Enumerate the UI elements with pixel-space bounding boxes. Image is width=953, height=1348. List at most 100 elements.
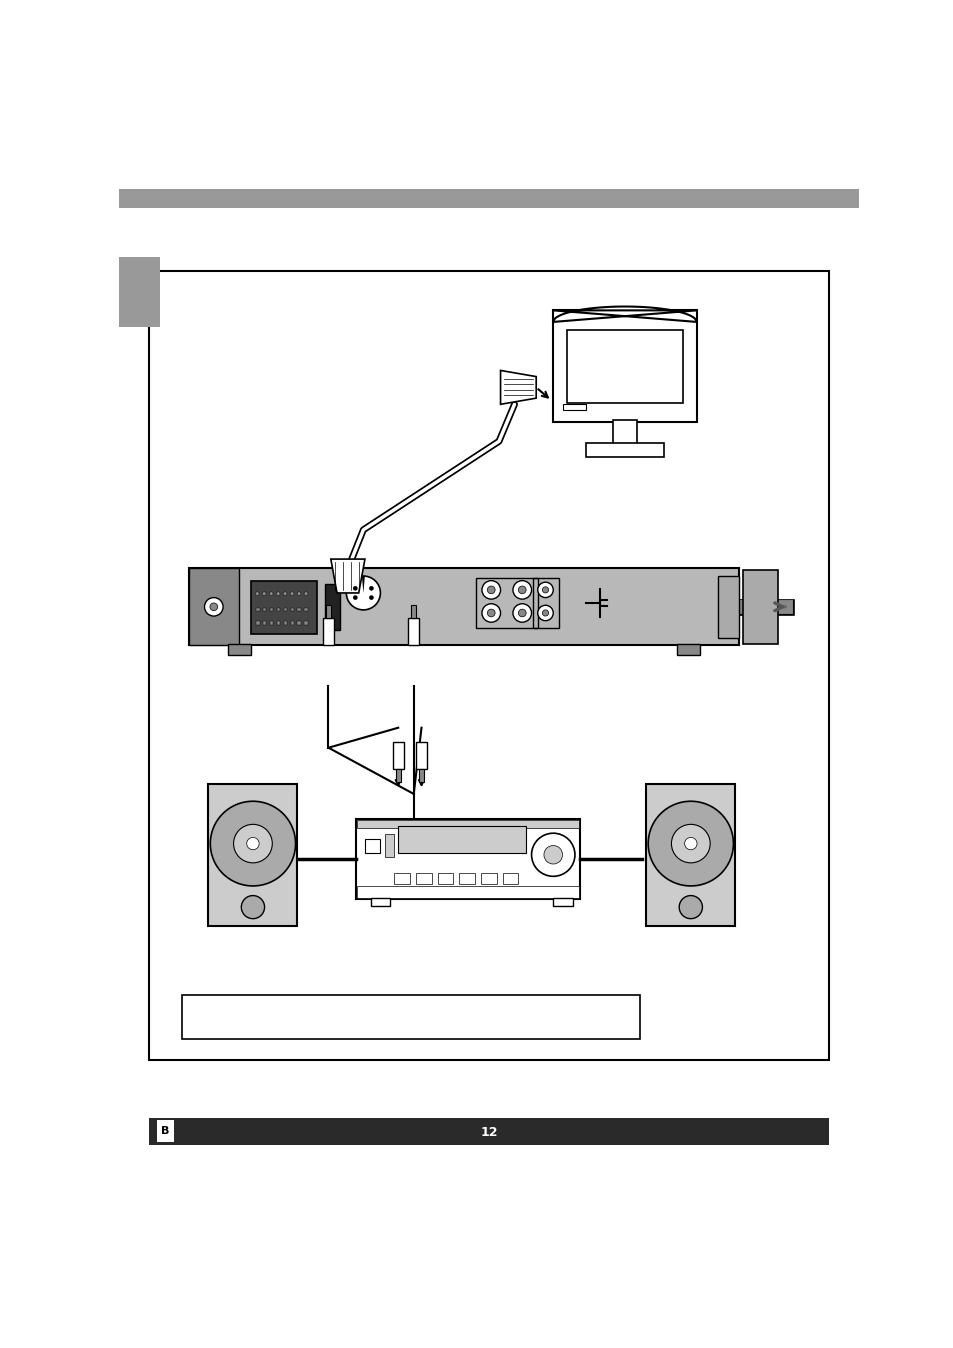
Circle shape (233, 825, 272, 863)
Circle shape (671, 825, 709, 863)
Bar (189, 569, 739, 646)
Bar (255, 621, 259, 624)
Circle shape (481, 581, 500, 599)
Circle shape (262, 592, 266, 596)
Bar (189, 569, 239, 646)
Bar (553, 898, 572, 906)
Bar (119, 256, 160, 328)
Bar (304, 608, 308, 611)
Bar (533, 578, 558, 628)
Bar (228, 644, 251, 655)
Bar (459, 874, 475, 884)
Bar (418, 768, 423, 782)
Circle shape (210, 801, 295, 886)
Bar (502, 874, 517, 884)
Bar (270, 608, 274, 611)
Bar (270, 621, 274, 624)
Circle shape (542, 609, 548, 616)
Bar (291, 621, 294, 624)
Circle shape (210, 603, 217, 611)
Circle shape (531, 833, 575, 876)
Bar (553, 310, 696, 422)
Bar (411, 604, 416, 619)
Circle shape (204, 597, 223, 616)
Bar (385, 834, 394, 857)
Bar (394, 874, 410, 884)
Circle shape (304, 592, 308, 596)
Bar (262, 608, 266, 611)
Circle shape (481, 604, 500, 623)
Bar (297, 621, 301, 624)
Bar (645, 785, 735, 926)
Bar (283, 608, 287, 611)
Bar (276, 621, 280, 624)
Bar (297, 608, 301, 611)
Bar (356, 886, 578, 898)
Bar (182, 995, 639, 1039)
Bar (416, 874, 431, 884)
Bar (742, 570, 778, 644)
Circle shape (513, 581, 531, 599)
Circle shape (543, 845, 562, 864)
Bar (276, 608, 280, 611)
Bar (365, 840, 380, 853)
Bar (326, 604, 331, 619)
Circle shape (255, 592, 259, 596)
Bar (304, 621, 308, 624)
Bar (585, 442, 663, 457)
Circle shape (296, 592, 301, 596)
Circle shape (290, 592, 294, 596)
Circle shape (353, 586, 357, 590)
Bar (262, 621, 266, 624)
Circle shape (353, 596, 357, 600)
Bar (251, 581, 316, 634)
Circle shape (487, 586, 495, 593)
Circle shape (537, 582, 553, 597)
Polygon shape (500, 371, 536, 404)
Text: 12: 12 (479, 1126, 497, 1139)
Circle shape (679, 895, 701, 919)
Bar (393, 741, 403, 768)
Circle shape (517, 609, 525, 617)
Circle shape (247, 837, 259, 849)
Circle shape (487, 609, 495, 617)
Wedge shape (361, 576, 364, 593)
Circle shape (369, 586, 374, 590)
Bar (562, 404, 585, 411)
Circle shape (542, 586, 548, 593)
Polygon shape (553, 306, 696, 322)
Bar (613, 421, 636, 445)
Bar (437, 874, 453, 884)
Circle shape (269, 592, 273, 596)
Circle shape (283, 592, 287, 596)
Bar (323, 619, 334, 646)
Bar (371, 898, 390, 906)
Bar (395, 768, 400, 782)
Bar (149, 1117, 828, 1144)
Circle shape (346, 576, 380, 609)
Circle shape (276, 592, 280, 596)
Bar (397, 826, 525, 853)
Circle shape (517, 586, 525, 593)
Bar (480, 874, 497, 884)
Bar (717, 576, 739, 638)
Bar (416, 741, 427, 768)
Circle shape (647, 801, 733, 886)
Bar (567, 330, 682, 403)
Bar (255, 608, 259, 611)
Bar (119, 189, 858, 208)
Bar (467, 1124, 510, 1140)
Bar (476, 578, 537, 628)
Circle shape (537, 605, 553, 620)
Text: B: B (161, 1126, 169, 1136)
Circle shape (684, 837, 697, 849)
Circle shape (513, 604, 531, 623)
Bar (408, 619, 418, 646)
Polygon shape (331, 559, 365, 593)
Bar (208, 785, 297, 926)
Bar (149, 271, 828, 1060)
Bar (283, 621, 287, 624)
Bar (356, 820, 578, 828)
Bar (355, 818, 579, 899)
Bar (156, 1120, 173, 1142)
